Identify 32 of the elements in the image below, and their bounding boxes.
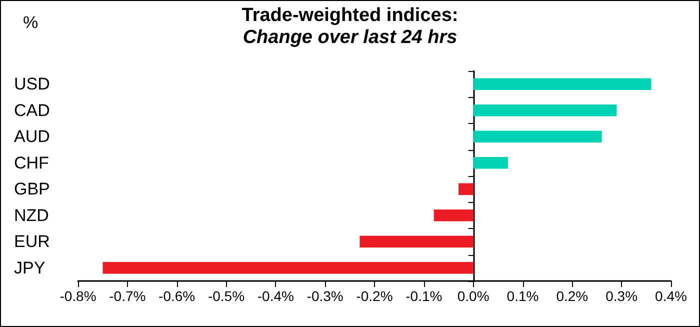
x-tick-label: -0.2% xyxy=(356,288,393,304)
bar xyxy=(473,104,617,116)
x-tick-label: -0.8% xyxy=(60,288,96,304)
y-tick-label: CHF xyxy=(14,153,49,172)
bar xyxy=(458,183,474,196)
y-tick-label: JPY xyxy=(14,258,46,278)
chart-subtitle: Change over last 24 hrs xyxy=(242,27,458,48)
bar xyxy=(434,209,474,222)
chart-title: Trade-weighted indices: xyxy=(242,5,458,26)
y-tick-label: GBP xyxy=(14,180,50,199)
x-tick-label: 0.0% xyxy=(457,288,490,304)
x-tick-label: -0.1% xyxy=(406,288,442,304)
text: % xyxy=(23,13,38,33)
y-tick-label: EUR xyxy=(14,232,50,252)
x-tick-label: 0.4% xyxy=(655,288,687,304)
x-tick-label: -0.4% xyxy=(257,288,294,304)
bar xyxy=(473,78,652,90)
x-tick-label: 0.2% xyxy=(556,288,588,304)
x-tick-label: -0.3% xyxy=(306,288,344,304)
y-tick-label: CAD xyxy=(14,100,50,120)
x-tick-label: -0.6% xyxy=(158,288,196,304)
x-tick-label: 0.3% xyxy=(606,288,638,304)
y-tick-label: NZD xyxy=(14,206,49,225)
y-tick-label: AUD xyxy=(14,127,50,146)
y-tick-label: USD xyxy=(14,74,50,94)
bar xyxy=(473,156,508,169)
x-tick-label: -0.7% xyxy=(109,288,146,304)
x-tick-label: -0.5% xyxy=(208,288,245,304)
x-tick-label: 0.1% xyxy=(506,288,539,304)
bar xyxy=(473,130,602,143)
bar xyxy=(360,236,474,248)
bar xyxy=(102,262,474,274)
